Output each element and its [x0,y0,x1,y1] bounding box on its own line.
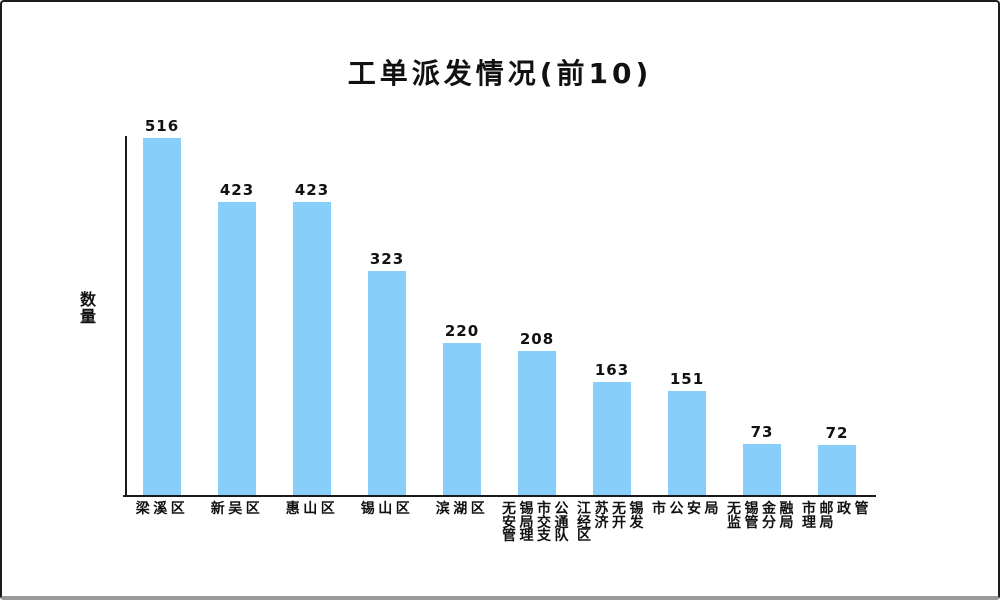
bar-4 [443,343,481,495]
bar-value-label-1: 423 [219,181,255,199]
x-axis-tick-text-2: 惠山区 [285,501,339,517]
y-axis-line [125,136,127,496]
x-axis-tick-text-0: 梁溪区 [135,501,189,517]
x-axis-tick-text-1: 新吴区 [210,501,264,517]
bar-value-label-9: 72 [825,424,849,442]
bar-value-label-7: 151 [669,370,705,388]
bar-value-label-0: 516 [144,117,180,135]
x-axis-tick-label-8: 无锡金融 监管分局 [702,501,822,531]
x-axis-tick-text-8: 无锡金融 监管分局 [727,501,797,531]
bar-value-label-4: 220 [444,322,480,340]
bar-6 [593,382,631,495]
x-axis-tick-label-4: 滨湖区 [402,501,522,517]
x-axis-tick-label-5: 无锡市公 安局交通 管理支队 [477,501,597,544]
y-axis-label: 数量 [79,290,96,326]
bar-value-label-8: 73 [750,423,774,441]
bar-value-label-5: 208 [519,330,555,348]
x-axis-tick-label-2: 惠山区 [252,501,372,517]
x-axis-tick-label-7: 市公安局 [627,501,747,517]
x-axis-tick-text-4: 滨湖区 [435,501,489,517]
x-axis-tick-text-5: 无锡市公 安局交通 管理支队 [502,501,572,544]
bar-5 [518,351,556,495]
x-axis-tick-text-3: 锡山区 [360,501,414,517]
chart-title: 工单派发情况(前10) [347,57,653,90]
bar-1 [218,202,256,495]
x-axis-tick-label-0: 梁溪区 [102,501,222,517]
bar-value-label-2: 423 [294,181,330,199]
x-axis-line [123,495,876,497]
x-axis-tick-text-9: 市邮政管 理局 [802,501,872,531]
x-axis-tick-text-7: 市公安局 [652,501,722,517]
bar-0 [143,138,181,495]
bar-2 [293,202,331,495]
bar-3 [368,271,406,495]
bar-8 [743,444,781,495]
x-axis-tick-text-6: 江苏无锡 经济开发 区 [577,501,647,544]
x-axis-tick-label-9: 市邮政管 理局 [777,501,897,531]
bar-value-label-6: 163 [594,361,630,379]
x-axis-tick-label-6: 江苏无锡 经济开发 区 [552,501,672,544]
bar-9 [818,445,856,495]
bar-value-label-3: 323 [369,250,405,268]
x-axis-tick-label-3: 锡山区 [327,501,447,517]
bar-7 [668,391,706,495]
x-axis-tick-label-1: 新吴区 [177,501,297,517]
